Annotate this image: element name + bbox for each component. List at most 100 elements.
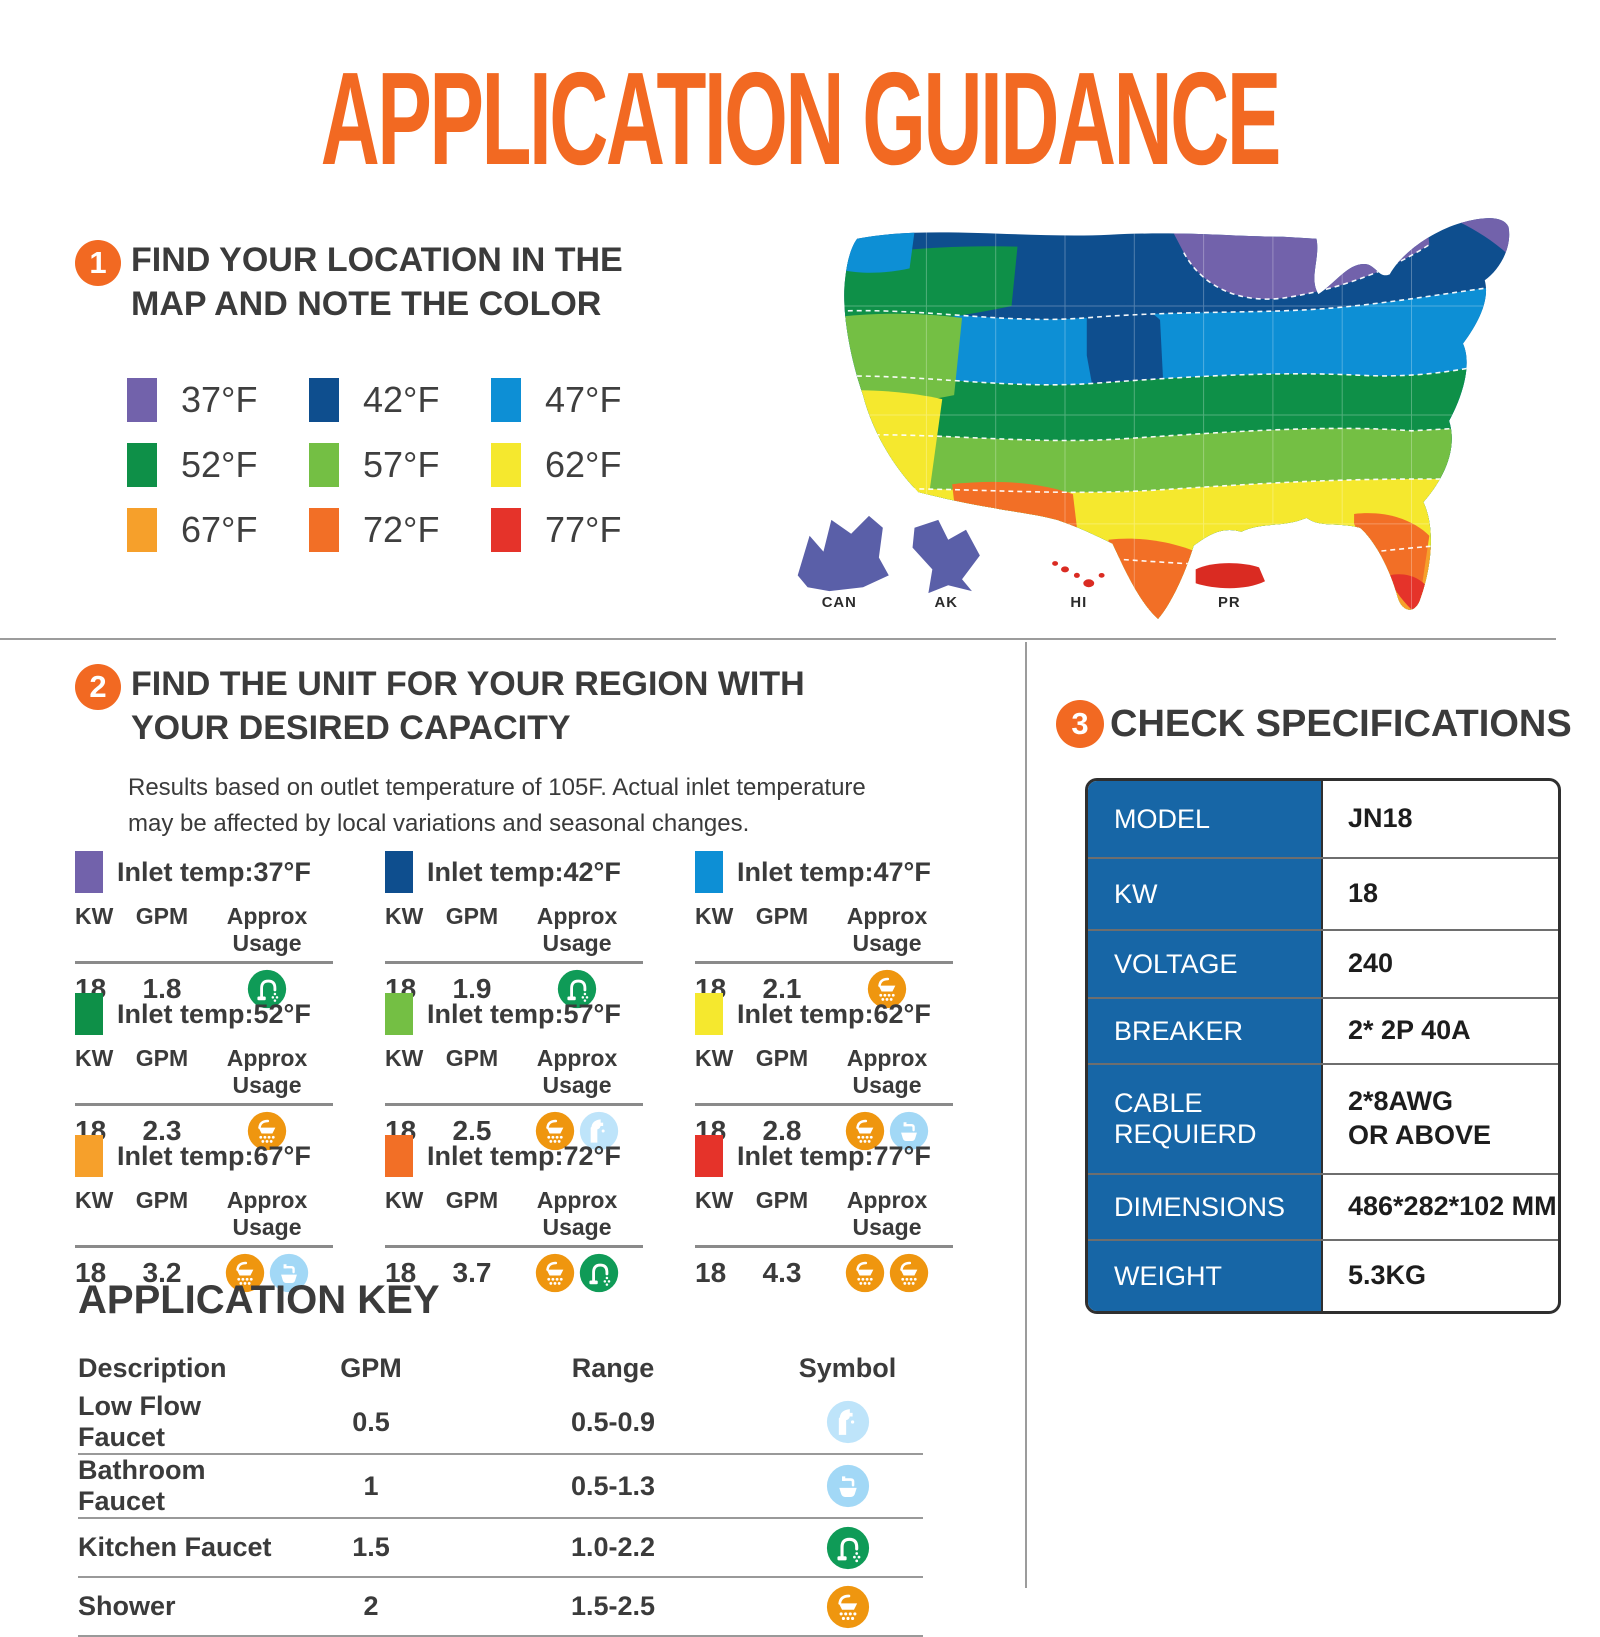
unit-capacity-grid: Inlet temp:37°F KW GPM Approx Usage 18 1… xyxy=(75,850,1005,1264)
inlet-temp-swatch xyxy=(385,1135,413,1177)
inset-label-ak: AK xyxy=(934,595,957,611)
legend-item: 42°F xyxy=(309,378,491,423)
horizontal-divider xyxy=(0,638,1556,640)
column-header-usage: Approx Usage xyxy=(536,1045,618,1098)
key-description: Kitchen Faucet xyxy=(78,1532,272,1562)
application-key-row: Bathroom Faucet 1 0.5-1.3 xyxy=(78,1455,923,1519)
unit-card: Inlet temp:77°F KW GPM Approx Usage 18 4… xyxy=(695,1134,995,1264)
spec-value: 486*282*102 MM xyxy=(1348,1191,1557,1222)
key-gpm: 2 xyxy=(363,1591,379,1621)
legend-label: 77°F xyxy=(545,509,622,551)
step-1-header: 1 FIND YOUR LOCATION IN THE MAP AND NOTE… xyxy=(75,238,715,326)
spec-row: BREAKER 2* 2P 40A xyxy=(1088,997,1558,1063)
legend-color-swatch xyxy=(491,508,521,553)
spec-row: DIMENSIONS 486*282*102 MM xyxy=(1088,1173,1558,1239)
unit-column-headers: KW GPM Approx Usage xyxy=(695,1178,953,1248)
legend-color-swatch xyxy=(491,443,521,488)
unit-card-header: Inlet temp:77°F xyxy=(695,1134,995,1178)
unit-card-header: Inlet temp:37°F xyxy=(75,850,375,894)
key-range: 1.5-2.5 xyxy=(570,1591,656,1621)
column-header-gpm: GPM xyxy=(135,1187,189,1213)
key-column-header: Description xyxy=(78,1352,227,1383)
spec-value: JN18 xyxy=(1348,803,1413,834)
key-gpm: 1.5 xyxy=(352,1532,390,1562)
key-column-header: Symbol xyxy=(798,1352,897,1383)
us-temperature-map: CAN AK HI PR xyxy=(768,186,1560,634)
key-column-header: Range xyxy=(571,1352,655,1383)
legend-item: 67°F xyxy=(127,508,309,553)
column-header-gpm: GPM xyxy=(445,1187,499,1213)
step-3-header: 3 CHECK SPECIFICATIONS xyxy=(1056,700,1572,748)
inlet-temp-label: Inlet temp:42°F xyxy=(427,856,621,887)
gpm-value: 4.3 xyxy=(762,1257,802,1288)
legend-label: 67°F xyxy=(181,509,258,551)
spec-label: CABLE REQUIERD xyxy=(1088,1065,1323,1173)
spec-row: WEIGHT 5.3KG xyxy=(1088,1239,1558,1311)
key-range: 0.5-0.9 xyxy=(570,1406,656,1437)
page-title: APPLICATION GUIDANCE xyxy=(320,45,1282,193)
step-2-heading: FIND THE UNIT FOR YOUR REGION WITH YOUR … xyxy=(131,665,805,748)
unit-column-headers: KW GPM Approx Usage xyxy=(695,1036,953,1106)
inlet-temp-swatch xyxy=(695,1135,723,1177)
key-symbol xyxy=(772,1464,923,1508)
legend-label: 72°F xyxy=(363,509,440,551)
spec-label: KW xyxy=(1088,859,1323,929)
inlet-temp-label: Inlet temp:72°F xyxy=(427,1140,621,1171)
step-1-badge: 1 xyxy=(75,240,121,286)
spec-value: 5.3KG xyxy=(1348,1260,1427,1291)
step-2-note: Results based on outlet temperature of 1… xyxy=(128,774,866,837)
key-gpm: 1 xyxy=(363,1470,379,1501)
column-header-gpm: GPM xyxy=(755,1045,809,1071)
application-key-header-row: Description GPM Range Symbol xyxy=(78,1345,923,1391)
spec-label: WEIGHT xyxy=(1088,1241,1323,1311)
bathroom-faucet-icon xyxy=(826,1464,870,1508)
legend-color-swatch xyxy=(309,508,339,553)
inset-alaska xyxy=(912,519,980,594)
column-header-usage: Approx Usage xyxy=(846,1045,928,1098)
inlet-temp-swatch xyxy=(75,993,103,1035)
map-insets: CAN AK HI PR xyxy=(797,515,1265,611)
application-key-row: Shower 2 1.5-2.5 xyxy=(78,1578,923,1637)
column-header-kw: KW xyxy=(695,1187,734,1213)
unit-card-header: Inlet temp:52°F xyxy=(75,992,375,1036)
column-header-kw: KW xyxy=(695,903,734,929)
column-header-kw: KW xyxy=(385,1187,424,1213)
inlet-temp-label: Inlet temp:37°F xyxy=(117,856,311,887)
spec-value: 2* 2P 40A xyxy=(1348,1015,1471,1046)
specifications-table: MODEL JN18 KW 18 VOLTAGE 240 BREAKER 2* … xyxy=(1085,778,1561,1314)
application-key-row: Low Flow Faucet 0.5 0.5-0.9 xyxy=(78,1391,923,1455)
usage-icons xyxy=(821,1253,953,1293)
unit-card: Inlet temp:57°F KW GPM Approx Usage 18 2… xyxy=(385,992,685,1122)
unit-column-headers: KW GPM Approx Usage xyxy=(385,1178,643,1248)
spec-row: MODEL JN18 xyxy=(1088,781,1558,857)
spec-label: DIMENSIONS xyxy=(1088,1175,1323,1239)
unit-column-headers: KW GPM Approx Usage xyxy=(695,894,953,964)
unit-card: Inlet temp:52°F KW GPM Approx Usage 18 2… xyxy=(75,992,375,1122)
column-header-gpm: GPM xyxy=(135,903,189,929)
legend-item: 37°F xyxy=(127,378,309,423)
inlet-temp-label: Inlet temp:62°F xyxy=(737,998,931,1029)
unit-card: Inlet temp:37°F KW GPM Approx Usage 18 1… xyxy=(75,850,375,980)
us-map-svg: CAN AK HI PR xyxy=(797,218,1510,619)
column-header-kw: KW xyxy=(385,903,424,929)
legend-label: 57°F xyxy=(363,444,440,486)
unit-card-header: Inlet temp:47°F xyxy=(695,850,995,894)
column-header-kw: KW xyxy=(75,1187,114,1213)
legend-color-swatch xyxy=(309,443,339,488)
column-header-usage: Approx Usage xyxy=(846,903,928,956)
inlet-temp-swatch xyxy=(385,851,413,893)
legend-label: 47°F xyxy=(545,379,622,421)
column-header-kw: KW xyxy=(75,1045,114,1071)
inlet-temp-label: Inlet temp:67°F xyxy=(117,1140,311,1171)
kw-value: 18 xyxy=(695,1257,727,1288)
application-key-table: Description GPM Range Symbol Low Flow Fauce… xyxy=(78,1345,923,1637)
inlet-temp-swatch xyxy=(385,993,413,1035)
gpm-value: 2.3 xyxy=(142,1115,182,1146)
column-header-kw: KW xyxy=(75,903,114,929)
spec-row: KW 18 xyxy=(1088,857,1558,929)
unit-column-headers: KW GPM Approx Usage xyxy=(385,894,643,964)
legend-item: 57°F xyxy=(309,443,491,488)
kitchen-faucet-icon xyxy=(826,1526,870,1570)
spec-label: VOLTAGE xyxy=(1088,931,1323,997)
column-header-usage: Approx Usage xyxy=(226,1045,308,1098)
